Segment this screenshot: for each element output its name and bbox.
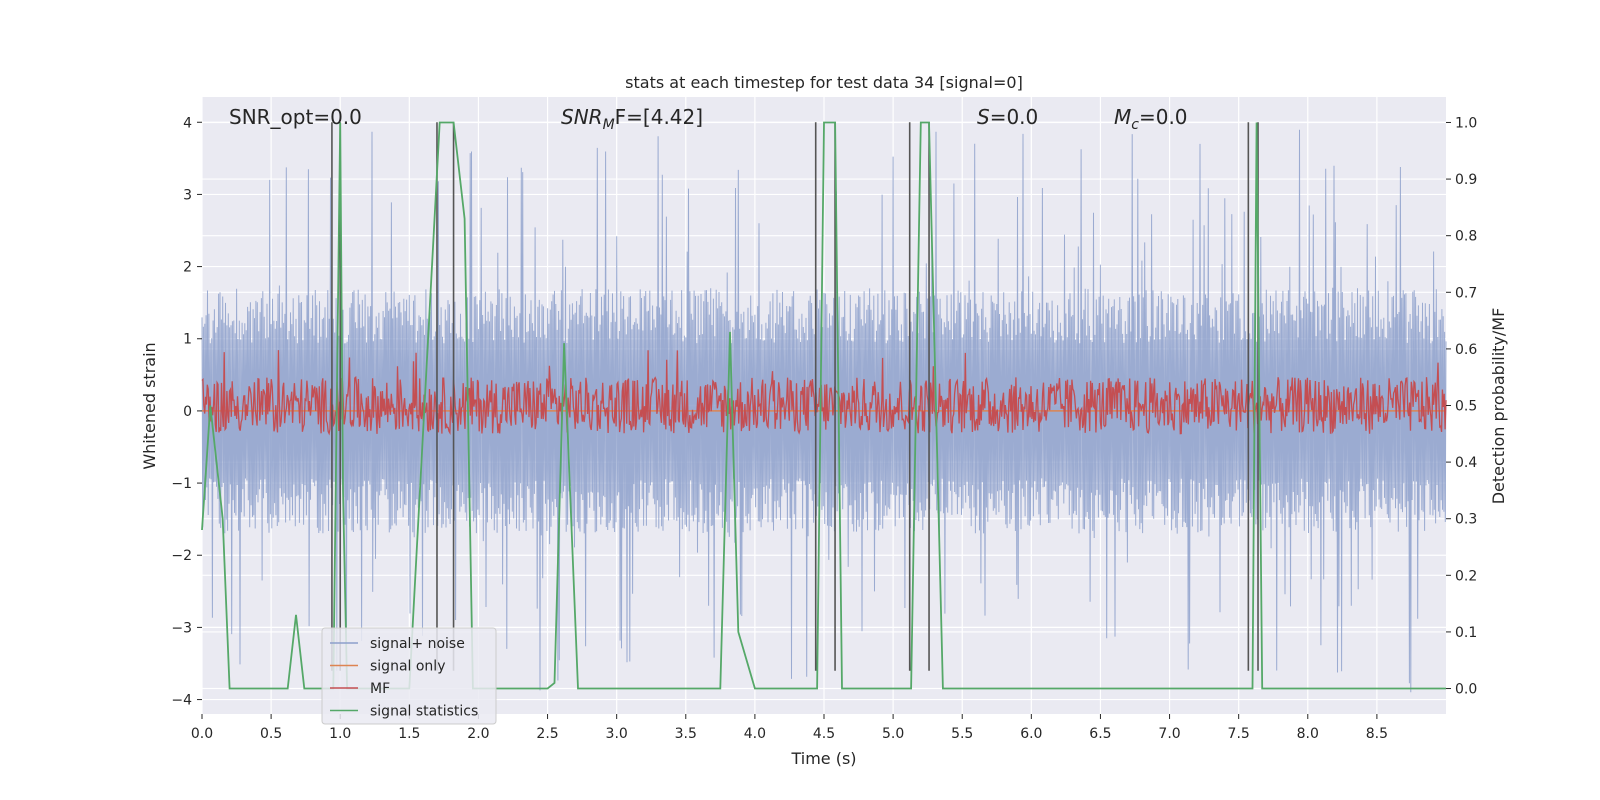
annotation-snr-opt: SNR_opt=0.0	[229, 105, 362, 129]
y-tick-label-left: 4	[183, 115, 192, 131]
y-tick-label-left: −1	[171, 476, 192, 492]
y-tick-label-right: 0.6	[1455, 342, 1477, 358]
y-tick-label-left: 2	[183, 260, 192, 276]
legend-items: signal+ noise signal only MF signal statist…	[330, 636, 478, 720]
x-tick-label: 0.5	[260, 726, 282, 742]
x-tick-label: 6.5	[1089, 726, 1111, 742]
mf-series	[201, 350, 1447, 436]
x-tick-label: 0.0	[191, 726, 213, 742]
mf-line	[201, 350, 1447, 436]
legend-box	[321, 627, 497, 725]
y-tick-label-right: 0.4	[1455, 455, 1477, 471]
y-tick-label-left: 3	[183, 187, 192, 203]
signal-plus-noise-line	[201, 129, 1447, 693]
x-tick-label: 5.0	[882, 726, 904, 742]
y-tick-label-right: 0.5	[1455, 399, 1477, 415]
y-tick-label-right: 0.3	[1455, 512, 1477, 528]
y-tick-label-right: 1.0	[1455, 115, 1477, 131]
y-tick-label-left: −2	[171, 548, 192, 564]
y-tick-label-right: 0.2	[1455, 568, 1477, 584]
y-tick-label-right: 0.1	[1455, 625, 1477, 641]
x-tick-label: 1.5	[398, 726, 420, 742]
legend-label: signal only	[370, 659, 445, 675]
annotation-s: S=0.0	[977, 105, 1038, 129]
axis-ticks: 0.0 0.5 1.0 1.5 2.0 2.5 3.0 3.5 4.0 4.5 5.0 5.5 6.0 6…	[171, 115, 1477, 742]
y-tick-label-left: −4	[171, 693, 192, 709]
x-tick-label: 7.5	[1228, 726, 1250, 742]
y-axis-label-left: Whitened strain	[140, 342, 159, 469]
x-tick-label: 3.0	[606, 726, 628, 742]
legend-label: MF	[370, 681, 390, 697]
x-tick-label: 1.0	[329, 726, 351, 742]
legend-label: signal+ noise	[370, 636, 465, 652]
signal-plus-noise-series	[201, 129, 1447, 693]
annotation-mc: Mc=0.0	[1114, 105, 1188, 133]
chart-title: stats at each timestep for test data 34 …	[625, 73, 1023, 92]
signal-statistics-line	[201, 121, 1446, 690]
y-tick-label-right: 0.0	[1455, 682, 1477, 698]
x-tick-label: 4.5	[813, 726, 835, 742]
x-axis-label: Time (s)	[790, 749, 856, 768]
y-tick-label-right: 0.7	[1455, 285, 1477, 301]
legend: signal+ noise signal only MF signal statist…	[321, 627, 497, 725]
legend-label: signal statistics	[370, 704, 478, 720]
x-tick-label: 8.5	[1366, 726, 1388, 742]
y-axis-label-right: Detection probability/MF	[1489, 308, 1508, 505]
y-tick-label-left: −3	[171, 620, 192, 636]
x-tick-label: 5.5	[951, 726, 973, 742]
x-tick-label: 8.0	[1297, 726, 1319, 742]
y-tick-label-left: 0	[183, 404, 192, 420]
y-tick-label-right: 0.9	[1455, 172, 1477, 188]
x-tick-label: 6.0	[1020, 726, 1042, 742]
x-tick-label: 7.0	[1158, 726, 1180, 742]
x-tick-label: 2.5	[536, 726, 558, 742]
x-tick-label: 3.5	[675, 726, 697, 742]
signal-statistics-series	[201, 121, 1446, 690]
y-tick-label-right: 0.8	[1455, 229, 1477, 245]
annotation-snr-mf: SNRMF=[4.42]	[561, 105, 703, 133]
y-tick-label-left: 1	[183, 332, 192, 348]
x-tick-label: 2.0	[467, 726, 489, 742]
x-tick-label: 4.0	[744, 726, 766, 742]
